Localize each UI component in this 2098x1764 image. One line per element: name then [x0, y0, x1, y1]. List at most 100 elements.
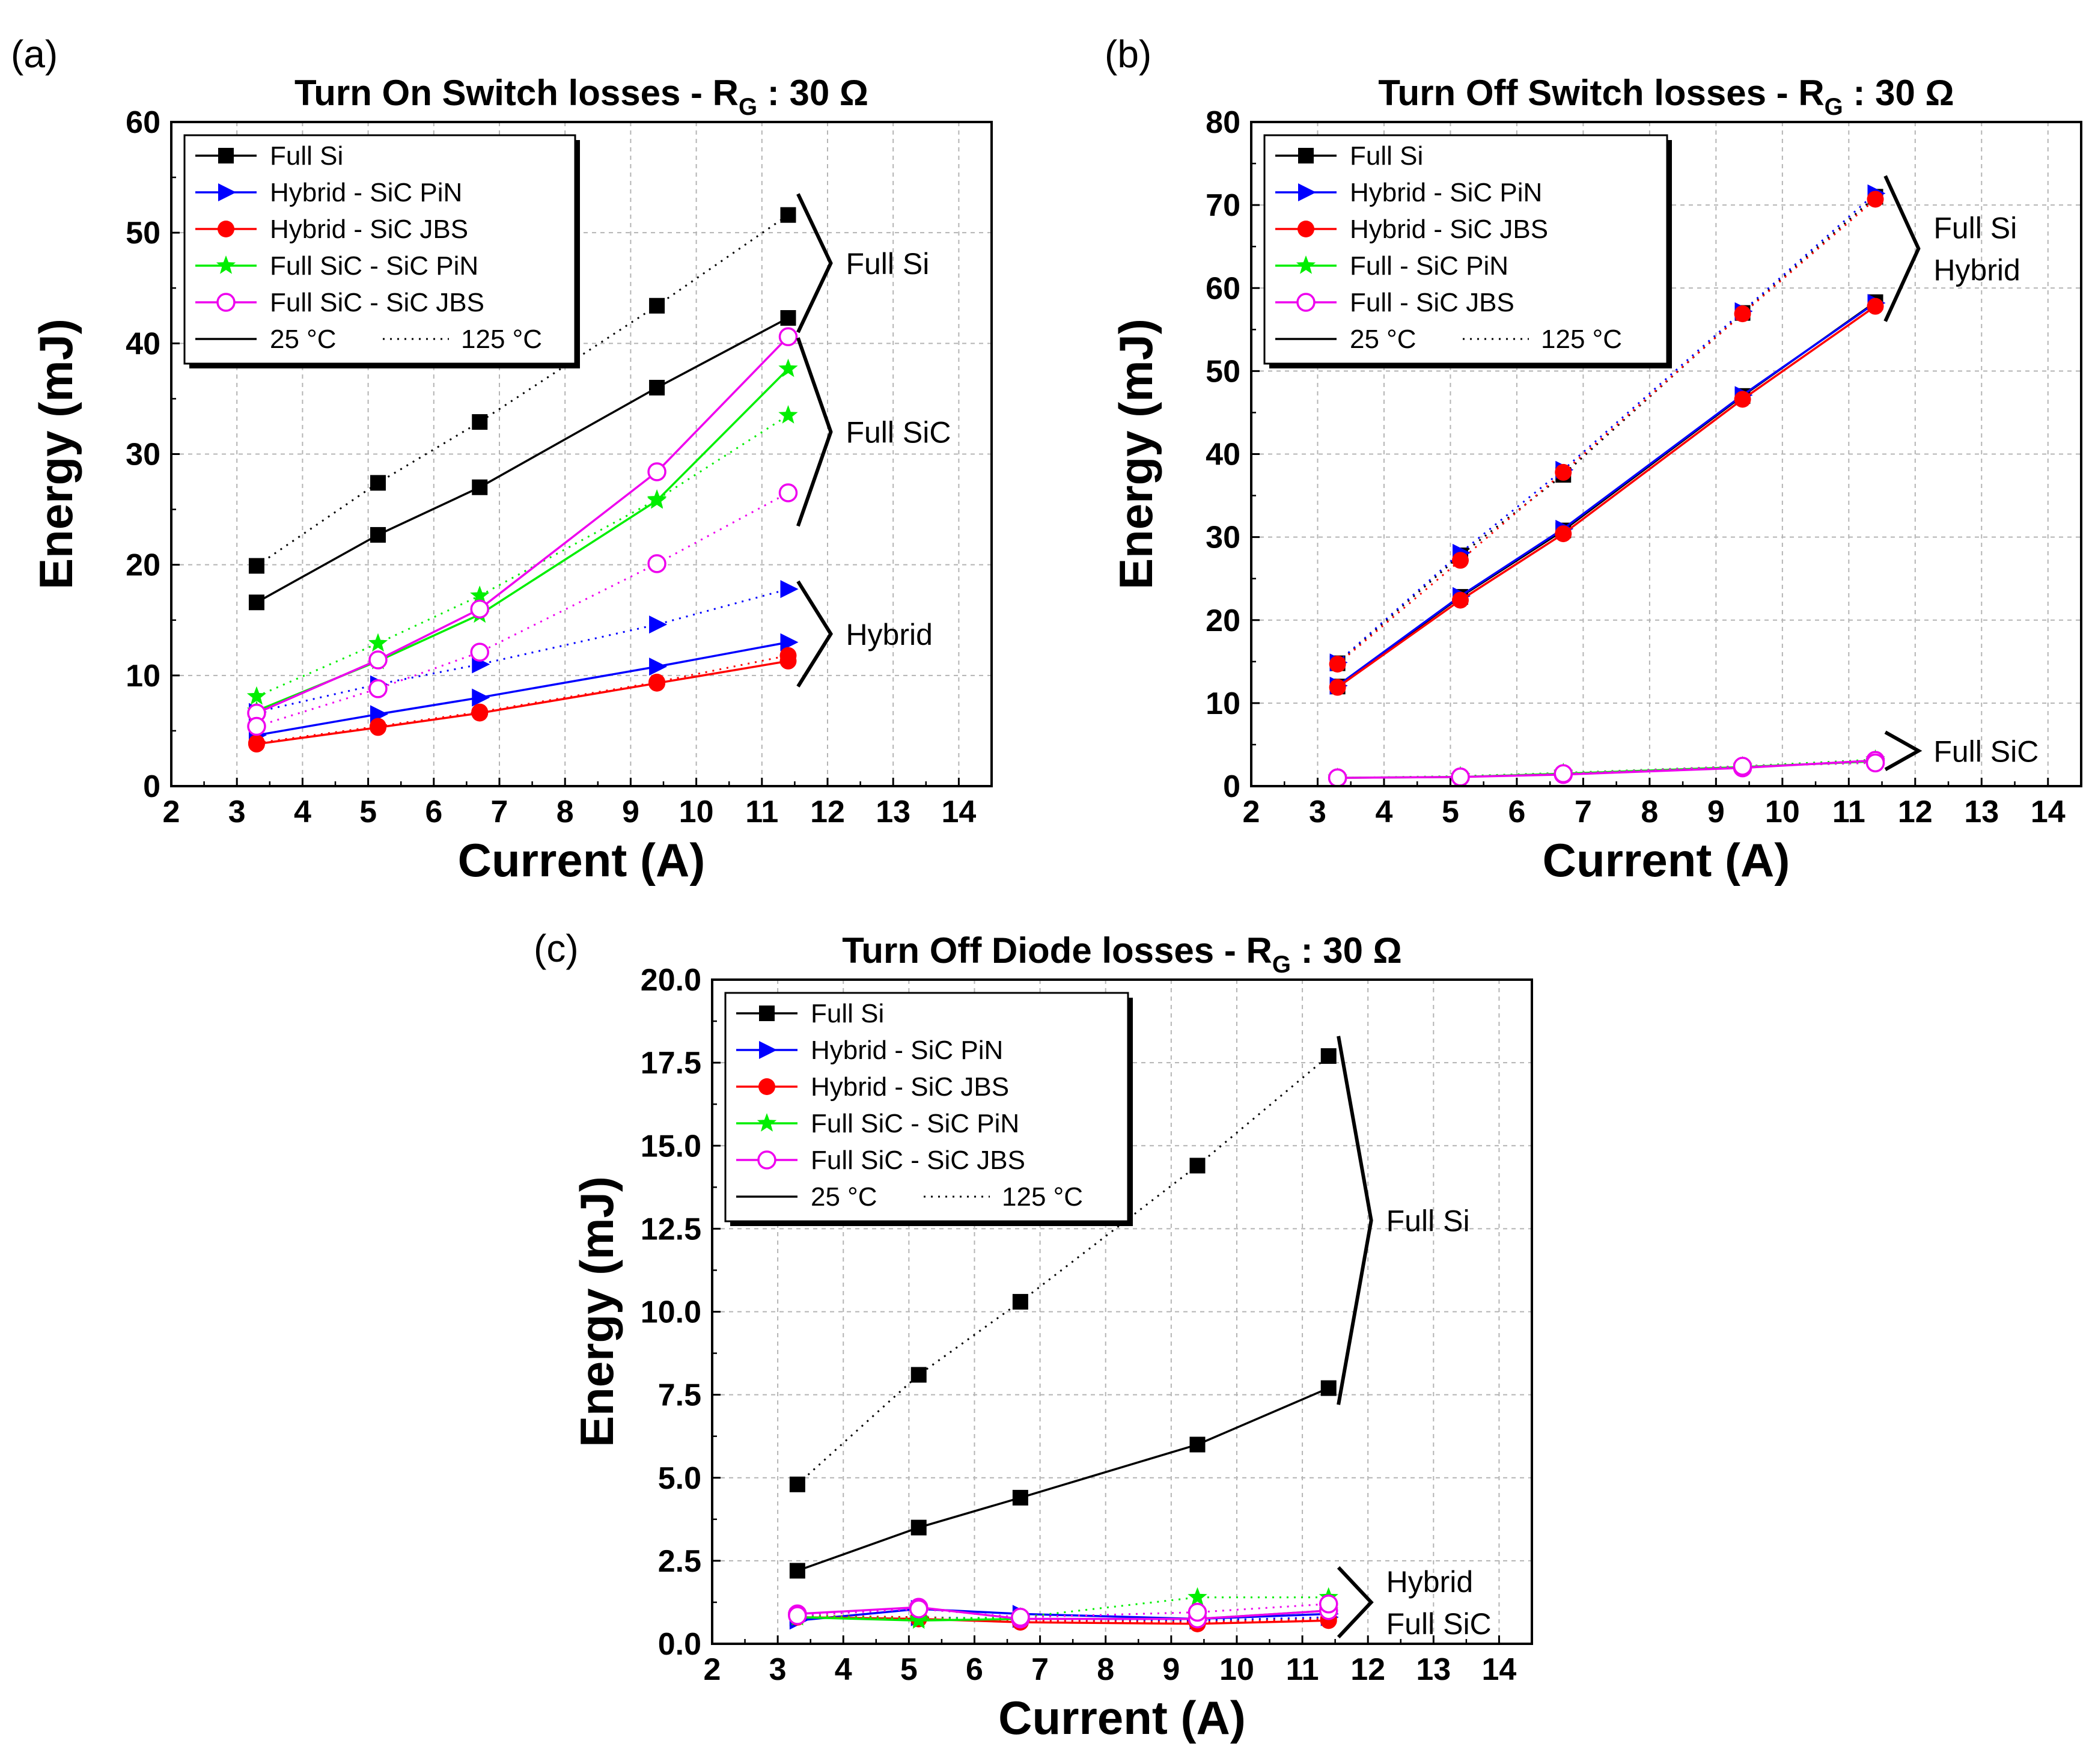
x-tick-label: 12 [1898, 795, 1933, 829]
data-point [470, 599, 489, 619]
legend-label: Full - SiC JBS [1350, 288, 1514, 317]
data-point [1865, 753, 1885, 773]
y-tick-label: 60 [126, 105, 160, 140]
data-point [1012, 1293, 1028, 1310]
y-tick-label: 10 [1206, 686, 1240, 721]
panel-b-chart: (b) Turn Off Switch losses - RG : 30 Ω 2 3 4… [1105, 32, 2082, 887]
y-axis-label: Energy (mJ) [570, 1176, 623, 1447]
bracket-shape [796, 337, 833, 527]
y-tick-label: 15.0 [641, 1129, 701, 1164]
data-point [1734, 305, 1751, 323]
chart-title-main: Turn Off Switch losses - R [1378, 73, 1824, 113]
data-point [1189, 1436, 1206, 1453]
data-point [647, 554, 666, 573]
series-full_sic_pin-125C [246, 405, 798, 705]
bracket-shape [1337, 1566, 1374, 1639]
x-axis-label: Current (A) [1543, 834, 1790, 887]
data-point [370, 475, 386, 491]
data-point [779, 647, 797, 664]
bracket-shape [796, 580, 833, 688]
x-tick-label: 9 [1707, 795, 1725, 829]
legend-label-25C: 25 °C [811, 1182, 877, 1212]
data-point [778, 483, 798, 502]
data-point [1555, 525, 1572, 543]
x-tick-label: 4 [835, 1652, 852, 1687]
y-tick-label: 0 [1223, 769, 1240, 804]
y-tick-label: 30 [1206, 520, 1240, 555]
plot-frame [170, 121, 993, 787]
data-point [247, 716, 266, 736]
panel-a-chart: (a) Turn On Switch losses - RG : 30 Ω 2 3 4 5… [11, 32, 993, 887]
bracket-shape [1883, 175, 1921, 322]
series-line [256, 414, 789, 698]
legend-label: Full Si [811, 999, 884, 1028]
bracket-shape [796, 193, 833, 334]
legend-marker [758, 1078, 775, 1095]
series-hybrid_jbs-125C [1329, 191, 1884, 673]
x-tick-label: 13 [876, 795, 910, 829]
data-point [1867, 191, 1884, 208]
y-tick-label: 12.5 [641, 1212, 701, 1247]
y-tick-label: 60 [1206, 271, 1240, 306]
data-point [1320, 1048, 1337, 1064]
data-point [780, 310, 796, 326]
data-point [1554, 764, 1573, 784]
x-tick-label: 3 [1309, 795, 1326, 829]
data-point [472, 688, 490, 707]
series-hybrid_jbs-25C [1329, 298, 1884, 696]
x-tick-label: 6 [966, 1652, 983, 1687]
legend-label-25C: 25 °C [1350, 325, 1416, 354]
data-point [780, 633, 799, 652]
series-full_sic_jbs-125C [788, 1594, 1338, 1627]
legend-label: Full Si [1350, 141, 1423, 171]
x-tick-label: 3 [769, 1652, 787, 1687]
legend-label: Full SiC - SiC PiN [811, 1109, 1019, 1138]
legend-label: Hybrid - SiC JBS [1350, 215, 1548, 244]
chart-title-subscript: G [739, 94, 757, 120]
legend-marker [216, 255, 236, 274]
data-point [1012, 1489, 1028, 1506]
x-tick-label: 2 [163, 795, 180, 829]
x-axis-label: Current (A) [458, 834, 706, 887]
chart-title-subscript: G [1825, 94, 1843, 120]
x-tick-label: 10 [1219, 1652, 1254, 1687]
legend-marker [216, 293, 236, 312]
data-point [1188, 1587, 1207, 1606]
x-tick-label: 8 [1097, 1652, 1114, 1687]
x-tick-label: 14 [941, 795, 976, 829]
annotation-bracket: Full Si [796, 193, 929, 334]
legend-label: Full SiC - SiC PiN [270, 251, 478, 281]
data-point [778, 327, 798, 347]
panel-c-chart: (c) Turn Off Diode losses - RG : 30 Ω 2 3 4 5… [534, 927, 1533, 1744]
series-full_sic_jbs-25C [247, 327, 798, 723]
legend: Full Si Hybrid - SiC PiN Hybrid - SiC JBS F… [1263, 134, 1672, 368]
annotation-label: Hybrid [846, 618, 932, 652]
y-tick-label: 20 [126, 548, 160, 583]
x-tick-label: 7 [1575, 795, 1592, 829]
panel-label: (c) [534, 927, 579, 970]
chart-title-suffix: : 30 Ω [1843, 73, 1954, 113]
data-point [1867, 298, 1884, 315]
data-point [246, 686, 267, 705]
data-point [368, 650, 388, 670]
y-tick-label: 70 [1206, 188, 1240, 223]
data-point [1320, 1380, 1337, 1396]
x-tick-label: 11 [745, 795, 778, 829]
legend-box [183, 134, 576, 365]
data-point [1329, 655, 1346, 673]
y-axis-label: Energy (mJ) [1109, 319, 1162, 590]
x-tick-label: 13 [1416, 1652, 1451, 1687]
data-point [780, 207, 796, 223]
annotation-bracket: Full SiC [796, 337, 951, 527]
y-tick-label: 30 [126, 438, 160, 472]
data-point [649, 615, 668, 634]
data-point [1555, 463, 1572, 481]
data-point [472, 479, 488, 495]
data-point [1452, 552, 1469, 569]
x-tick-label: 2 [1243, 795, 1260, 829]
series-full_si-125C [248, 207, 796, 574]
data-point [369, 718, 386, 735]
data-point [647, 462, 666, 481]
annotation-bracket: Hybrid Full SiC [1337, 1565, 1492, 1641]
